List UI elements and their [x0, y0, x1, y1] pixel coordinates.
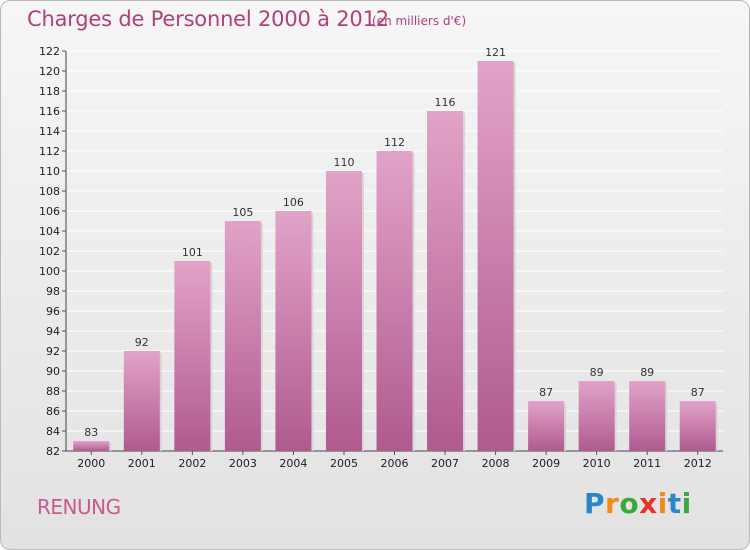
y-tick-label: 92 — [46, 345, 60, 358]
y-tick-label: 110 — [39, 165, 60, 178]
chart-subtitle: (en milliers d'€) — [372, 14, 467, 28]
bar — [123, 351, 160, 451]
y-tick-label: 84 — [46, 425, 60, 438]
bar — [477, 61, 514, 451]
y-tick-label: 102 — [39, 245, 60, 258]
y-tick-label: 112 — [39, 145, 60, 158]
bar — [578, 381, 615, 451]
y-tick-label: 86 — [46, 405, 60, 418]
bar — [427, 111, 464, 451]
bar-value-label: 106 — [283, 196, 304, 209]
x-tick-label: 2000 — [77, 457, 105, 470]
commune-name: RENUNG — [37, 495, 121, 519]
y-tick-label: 82 — [46, 445, 60, 458]
y-tick-label: 94 — [46, 325, 60, 338]
y-tick-label: 120 — [39, 65, 60, 78]
bar-value-label: 110 — [333, 156, 354, 169]
data-labels: 83 92 101 105 106 110 112 116 121 87 89 89 87 — [84, 46, 704, 439]
bar-value-label: 83 — [84, 426, 98, 439]
logo-letter: i — [681, 487, 692, 520]
logo-letter: i — [657, 487, 668, 520]
logo-letter: o — [619, 487, 640, 520]
bar — [224, 221, 261, 451]
chart-title: Charges de Personnel 2000 à 2012 — [27, 7, 389, 31]
x-tick-label: 2004 — [279, 457, 307, 470]
bar — [376, 151, 413, 451]
x-tick-label: 2006 — [381, 457, 409, 470]
x-tick-label: 2003 — [229, 457, 257, 470]
x-tick-label: 2008 — [482, 457, 510, 470]
bar-value-label: 92 — [135, 336, 149, 349]
x-tick-label: 2011 — [633, 457, 661, 470]
bar-value-label: 87 — [539, 386, 553, 399]
bar-value-label: 105 — [232, 206, 253, 219]
logo-letter: r — [605, 487, 620, 520]
x-tick-label: 2009 — [532, 457, 560, 470]
y-tick-label: 88 — [46, 385, 60, 398]
bar — [528, 401, 565, 451]
x-tick-label: 2010 — [583, 457, 611, 470]
y-tick-label: 114 — [39, 125, 60, 138]
y-tick-label: 90 — [46, 365, 60, 378]
bar-value-label: 101 — [182, 246, 203, 259]
logo-letter: x — [639, 487, 658, 520]
bar-value-label: 87 — [691, 386, 705, 399]
y-tick-label: 122 — [39, 45, 60, 58]
bar-value-label: 89 — [590, 366, 604, 379]
y-tick-label: 106 — [39, 205, 60, 218]
x-tick-label: 2007 — [431, 457, 459, 470]
y-tick-label: 96 — [46, 305, 60, 318]
bars — [73, 61, 718, 451]
y-tick-label: 98 — [46, 285, 60, 298]
y-tick-label: 108 — [39, 185, 60, 198]
bar — [275, 211, 312, 451]
bar-value-label: 112 — [384, 136, 405, 149]
bar-value-label: 89 — [640, 366, 654, 379]
bar-value-label: 116 — [435, 96, 456, 109]
bar — [629, 381, 666, 451]
y-tick-label: 118 — [39, 85, 60, 98]
bar — [73, 441, 110, 451]
x-tick-label: 2005 — [330, 457, 358, 470]
x-tick-label: 2002 — [178, 457, 206, 470]
x-tick-label: 2001 — [128, 457, 156, 470]
y-tick-label: 100 — [39, 265, 60, 278]
bar-value-label: 121 — [485, 46, 506, 59]
logo-letter: P — [584, 487, 606, 520]
x-tick-label: 2012 — [684, 457, 712, 470]
y-tick-label: 116 — [39, 105, 60, 118]
proxiti-logo: Proxiti — [584, 487, 692, 520]
bar — [679, 401, 716, 451]
bar — [174, 261, 211, 451]
y-tick-label: 104 — [39, 225, 60, 238]
bar — [325, 171, 362, 451]
logo-letter: t — [667, 487, 682, 520]
